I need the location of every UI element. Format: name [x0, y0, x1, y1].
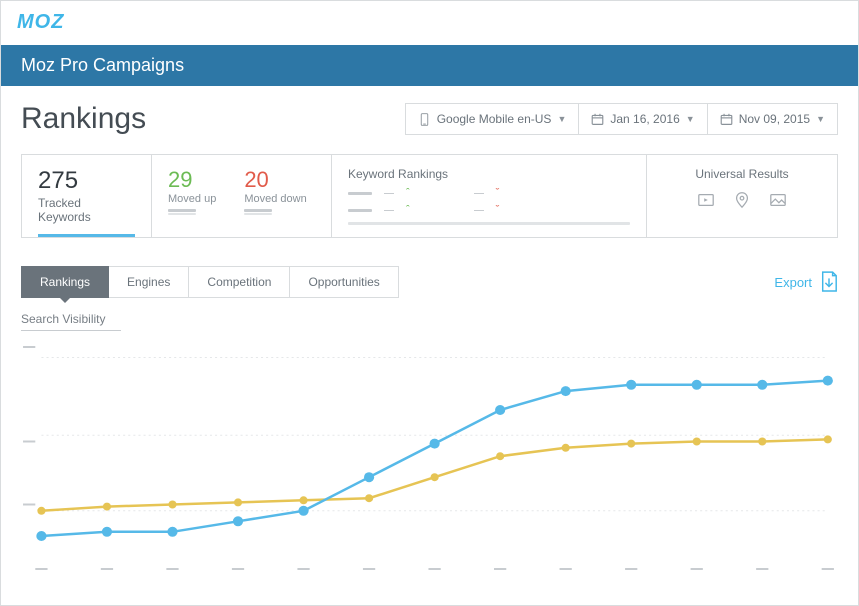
date-start-label: Nov 09, 2015 [739, 112, 810, 126]
page-heading: Rankings [21, 102, 146, 136]
tab-engines[interactable]: Engines [109, 266, 189, 298]
chevron-up-icon: ˆ [406, 187, 410, 199]
moved-up-label: Moved up [168, 193, 216, 205]
export-label: Export [774, 275, 812, 290]
date-end-filter[interactable]: Jan 16, 2016 ▼ [578, 104, 706, 134]
download-icon [820, 271, 838, 293]
date-start-filter[interactable]: Nov 09, 2015 ▼ [707, 104, 837, 134]
tracked-keywords-value: 275 [38, 167, 135, 195]
date-end-label: Jan 16, 2016 [610, 112, 679, 126]
chevron-down-icon: ▼ [686, 114, 695, 124]
stat-keyword-rankings[interactable]: Keyword Rankings ˆ ˇ ˆ ˇ [332, 155, 647, 237]
chevron-down-icon: ▼ [816, 114, 825, 124]
tabs: Rankings Engines Competition Opportuniti… [21, 266, 399, 298]
video-result-icon [697, 191, 715, 209]
stat-movement[interactable]: 29 Moved up 20 Moved down [152, 155, 332, 237]
chart-title: Search Visibility [21, 312, 838, 326]
mobile-icon [418, 113, 431, 126]
keyword-rankings-title: Keyword Rankings [348, 167, 630, 181]
tab-opportunities[interactable]: Opportunities [290, 266, 398, 298]
device-filter[interactable]: Google Mobile en-US ▼ [406, 104, 579, 134]
calendar-icon [720, 113, 733, 126]
tracked-keywords-label: Tracked Keywords [38, 196, 135, 224]
chevron-down-icon: ˇ [496, 187, 500, 199]
image-result-icon [769, 191, 787, 209]
chevron-down-icon: ˇ [496, 204, 500, 216]
chevron-up-icon: ˆ [406, 204, 410, 216]
chevron-down-icon: ▼ [557, 114, 566, 124]
filter-bar: Google Mobile en-US ▼ Jan 16, 2016 ▼ Nov… [405, 103, 838, 135]
device-filter-label: Google Mobile en-US [437, 112, 552, 126]
stat-tracked-keywords[interactable]: 275 Tracked Keywords [22, 155, 152, 237]
search-visibility-chart [21, 337, 838, 577]
tab-rankings[interactable]: Rankings [21, 266, 109, 298]
moved-up-value: 29 [168, 167, 216, 193]
tab-competition[interactable]: Competition [189, 266, 290, 298]
stat-universal-results[interactable]: Universal Results [647, 155, 837, 237]
stats-panel: 275 Tracked Keywords 29 Moved up 20 Move… [21, 154, 838, 238]
moved-down-label: Moved down [244, 193, 306, 205]
chart-title-underline [21, 330, 121, 331]
export-button[interactable]: Export [774, 271, 838, 293]
moz-logo: MOZ [17, 11, 64, 33]
page-title: Moz Pro Campaigns [21, 55, 184, 75]
title-bar: Moz Pro Campaigns [1, 45, 858, 86]
moved-down-value: 20 [244, 167, 306, 193]
calendar-icon [591, 113, 604, 126]
universal-results-title: Universal Results [663, 167, 821, 181]
content-area: Rankings Google Mobile en-US ▼ Jan 16, 2… [1, 86, 858, 597]
keyword-rankings-sparkrows: ˆ ˇ ˆ ˇ [348, 187, 630, 216]
map-result-icon [733, 191, 751, 209]
top-bar: MOZ [1, 1, 858, 45]
